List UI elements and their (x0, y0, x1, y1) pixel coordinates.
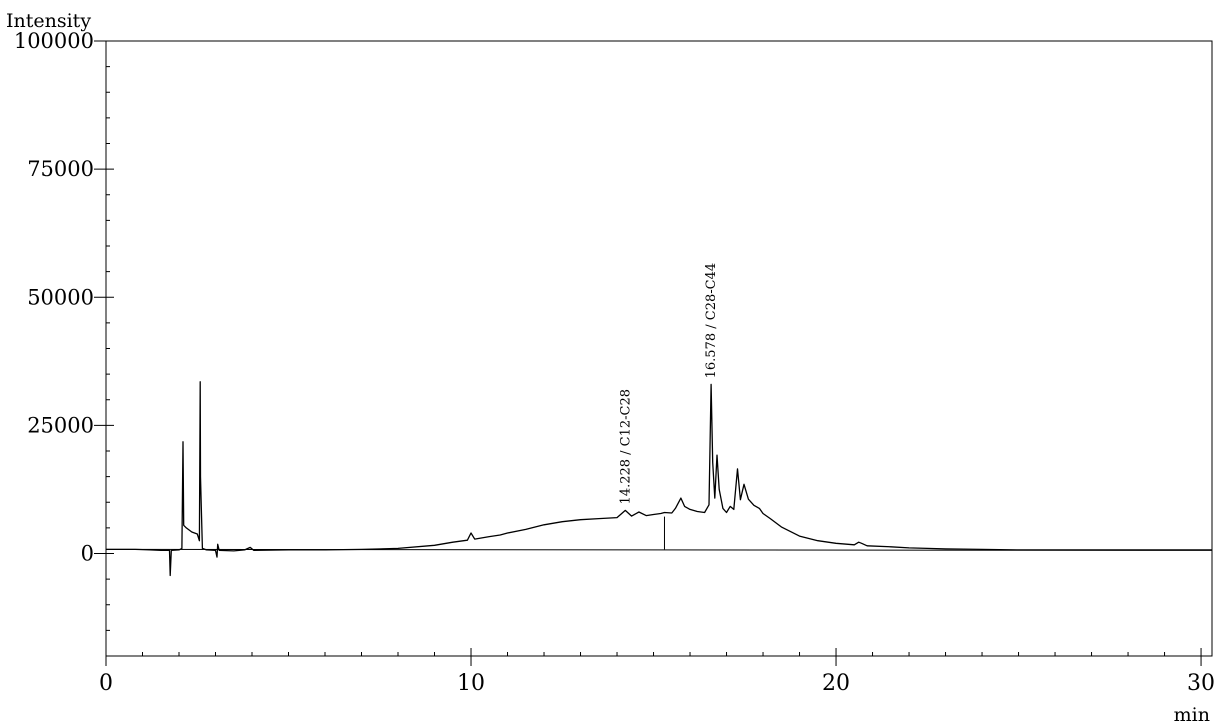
plot-area-frame (105, 40, 1213, 657)
x-axis-title: min (1174, 704, 1210, 726)
y-axis-title: Intensity (6, 10, 91, 32)
y-tick-label: 75000 (27, 157, 94, 181)
y-tick-label: 50000 (27, 285, 94, 309)
y-tick-labels: 0 25000 50000 75000 100000 (14, 29, 94, 566)
x-tick-label: 0 (99, 671, 113, 696)
x-tick-label: 20 (822, 671, 850, 696)
y-tick-label: 0 (81, 542, 94, 566)
peak-label: 16.578 / C28-C44 (704, 263, 719, 379)
major-ticks (94, 40, 1202, 666)
peak-label: 14.228 / C12-C28 (618, 389, 633, 505)
chromatogram-trace (106, 381, 1212, 577)
y-tick-label: 100000 (14, 29, 94, 53)
minor-ticks (106, 66, 1166, 656)
x-tick-labels: 0 10 20 30 (99, 671, 1215, 696)
x-tick-label: 30 (1187, 671, 1215, 696)
y-tick-label: 25000 (27, 413, 94, 437)
x-tick-label: 10 (457, 671, 485, 696)
peak-annotations: 14.228 / C12-C28 16.578 / C28-C44 (618, 263, 719, 505)
